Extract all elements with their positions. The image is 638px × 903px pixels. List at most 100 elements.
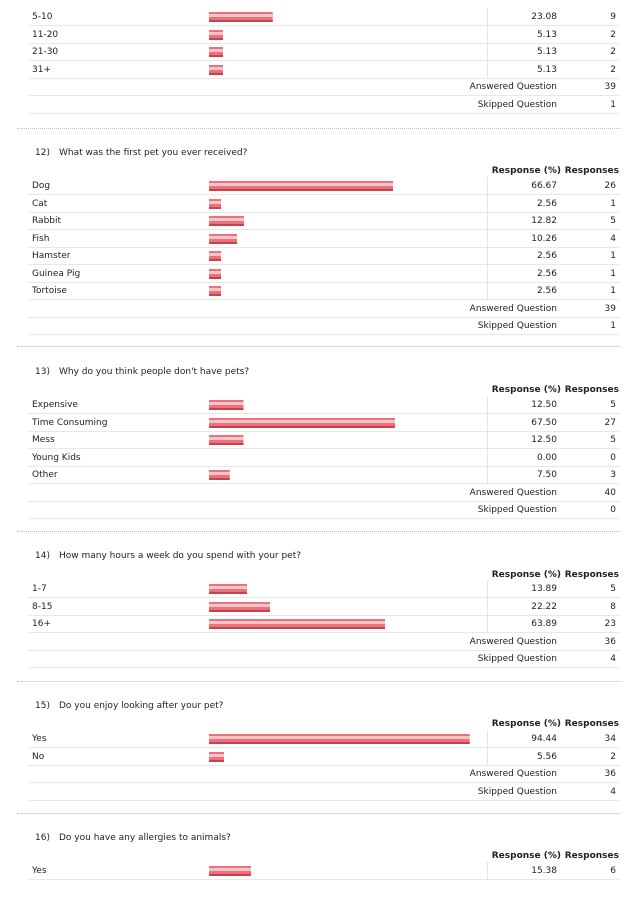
bar-highlight (209, 270, 221, 274)
skipped-question-row: Skipped Question 4 (28, 783, 620, 801)
answer-count: 3 (610, 470, 616, 480)
response-bar-graphic (209, 268, 221, 279)
answer-label: Hamster (32, 251, 71, 261)
column-divider (487, 580, 488, 598)
response-bar-graphic (209, 233, 238, 244)
answer-percent: 12.50 (531, 435, 557, 445)
bar-shadow (209, 742, 470, 744)
column-divider (487, 194, 488, 213)
response-bar-graphic (209, 584, 248, 594)
answer-count: 1 (610, 286, 616, 296)
answered-question-count: 39 (604, 303, 616, 314)
response-bar (209, 453, 210, 463)
header-response-percent: Response (%) (491, 719, 561, 729)
response-bar (209, 435, 244, 445)
response-bar (209, 734, 470, 744)
response-bar (209, 198, 221, 209)
skipped-question-count: 4 (610, 654, 616, 664)
answer-row: 5-10 23.08 9 (28, 8, 620, 26)
bar-highlight (209, 603, 271, 607)
bar-shadow (209, 294, 221, 296)
bar-shadow (209, 72, 224, 75)
skipped-question-row: Skipped Question 1 (28, 317, 620, 335)
answer-label: Rabbit (32, 216, 62, 226)
response-bar-graphic (209, 734, 470, 744)
column-divider (487, 8, 488, 26)
answer-label: Young Kids (32, 452, 81, 463)
skipped-question-row: Skipped Question 0 (28, 501, 620, 519)
column-divider (487, 396, 488, 414)
response-bar (209, 233, 238, 244)
answer-percent: 13.89 (531, 584, 557, 594)
answer-percent: 23.08 (531, 12, 557, 22)
answer-count: 2 (610, 47, 616, 57)
question-text: Do you enjoy looking after your pet? (59, 701, 224, 711)
bar-highlight (209, 253, 221, 256)
bar-shadow (209, 443, 244, 445)
answer-label: Dog (32, 181, 51, 191)
answer-count: 5 (610, 584, 616, 594)
response-bar (209, 619, 386, 629)
response-bar-graphic (209, 198, 221, 209)
bar-shadow (209, 592, 248, 594)
column-divider (487, 747, 488, 766)
answer-row: 1-7 13.89 5 (28, 580, 620, 598)
answer-label: No (32, 751, 45, 762)
bar-highlight (209, 736, 470, 739)
response-bar-graphic (209, 29, 224, 40)
answer-percent: 12.50 (531, 400, 557, 410)
bar-highlight (209, 419, 396, 423)
column-divider (487, 597, 488, 616)
response-bar-graphic (209, 619, 386, 629)
answer-count: 2 (610, 751, 616, 762)
answer-row: Dog 66.67 26 (28, 177, 620, 195)
answer-row: Hamster 2.56 1 (28, 247, 620, 265)
header-responses: Responses (564, 719, 619, 729)
question-number: 15) (35, 701, 50, 711)
section-separator (17, 813, 621, 814)
answer-row: Fish 10.26 4 (28, 229, 620, 248)
bar-shadow (209, 478, 230, 480)
answer-label: 1-7 (32, 584, 47, 594)
bar-shadow (209, 206, 221, 209)
skipped-question-row: Skipped Question 1 (28, 96, 620, 114)
question-number: 16) (35, 833, 50, 843)
answer-percent: 5.13 (536, 29, 557, 40)
answer-label: 31+ (32, 64, 51, 75)
response-bar-graphic (209, 866, 252, 876)
response-bar-graphic (209, 251, 221, 261)
answer-row: 21-30 5.13 2 (28, 43, 620, 61)
answer-count: 1 (610, 268, 616, 279)
response-bar (209, 251, 221, 261)
answered-question-row: Answered Question 36 (28, 765, 620, 783)
answer-percent: 12.82 (531, 216, 557, 226)
header-response-percent: Response (%) (491, 385, 561, 395)
answer-percent: 7.50 (536, 470, 557, 480)
header-responses: Responses (564, 166, 619, 176)
section-separator (17, 128, 621, 129)
question-number: 13) (35, 367, 50, 377)
answer-label: Mess (32, 435, 55, 445)
skipped-question-label: Skipped Question (477, 505, 557, 515)
response-bar-graphic (209, 181, 393, 191)
header-response-percent: Response (%) (491, 851, 561, 861)
answer-percent: 5.13 (536, 47, 557, 57)
answer-count: 5 (610, 435, 616, 445)
question-title: 12) What was the first pet you ever recei… (35, 148, 247, 158)
bar-highlight (209, 183, 393, 186)
answered-question-count: 36 (604, 636, 616, 647)
answered-question-label: Answered Question (469, 82, 557, 92)
section-separator (17, 681, 621, 682)
bar-shadow (209, 425, 396, 428)
answer-count: 6 (610, 866, 616, 876)
response-bar (209, 286, 221, 296)
answer-percent: 66.67 (531, 181, 557, 191)
bar-highlight (209, 437, 244, 440)
bar-highlight (209, 288, 221, 291)
response-bar (209, 584, 248, 594)
header-response-percent: Response (%) (491, 570, 561, 580)
answer-percent: 94.44 (531, 734, 557, 744)
column-headers: Response (%) Responses (489, 570, 619, 580)
response-bar (209, 47, 224, 57)
answered-question-count: 40 (604, 487, 616, 498)
